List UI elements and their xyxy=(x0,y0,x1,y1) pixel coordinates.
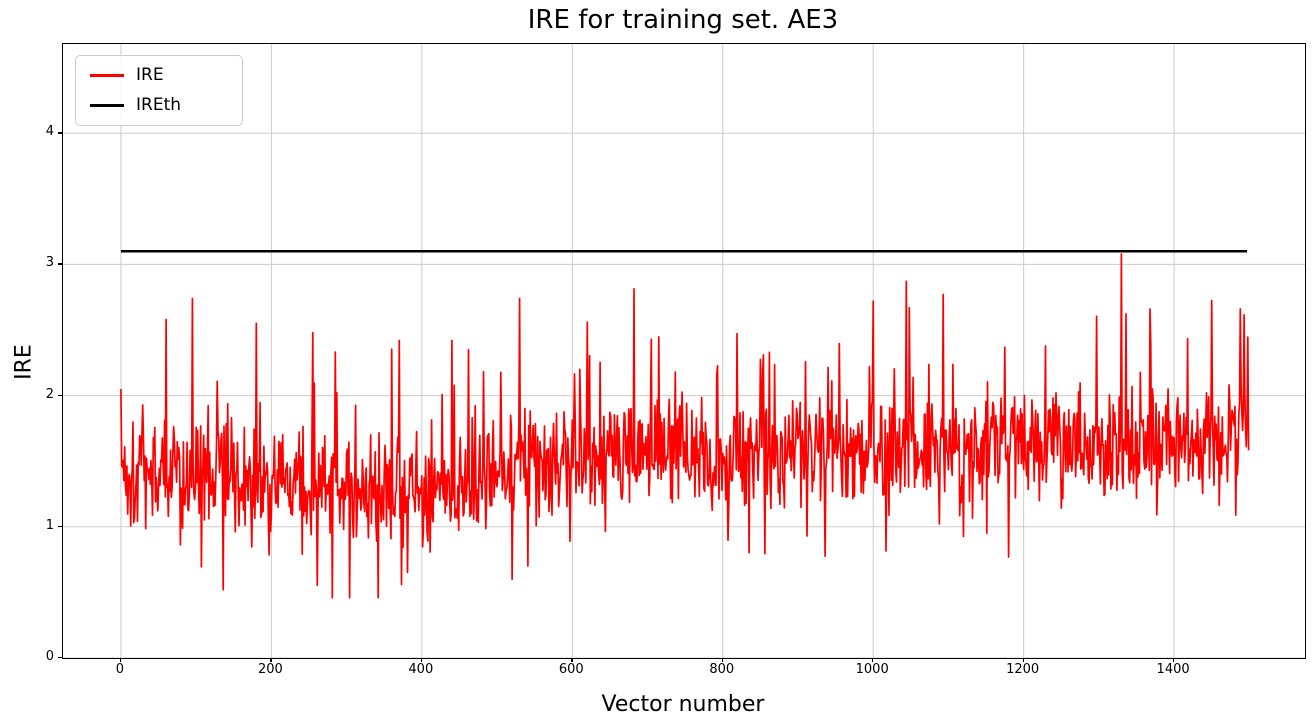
x-tick-label: 800 xyxy=(709,662,735,677)
y-tick-mark xyxy=(58,132,62,134)
y-tick-label: 4 xyxy=(45,124,54,140)
y-axis-label: IRE xyxy=(11,344,37,380)
y-tick-label: 3 xyxy=(45,255,54,271)
ire-line-swatch xyxy=(90,74,124,77)
x-tick-label: 1400 xyxy=(1156,662,1190,677)
legend: IRE IREth xyxy=(75,55,243,126)
x-tick-label: 200 xyxy=(257,662,283,677)
y-tick-label: 1 xyxy=(45,517,54,533)
plot-canvas xyxy=(63,44,1305,658)
x-tick-mark xyxy=(1173,658,1175,662)
x-tick-label: 0 xyxy=(115,662,125,677)
x-tick-mark xyxy=(872,658,874,662)
y-tick-mark xyxy=(58,263,62,265)
y-tick-mark xyxy=(58,394,62,396)
x-tick-label: 600 xyxy=(558,662,584,677)
legend-item-ire: IRE xyxy=(90,67,228,84)
x-tick-mark xyxy=(420,658,423,662)
y-tick-mark xyxy=(58,657,62,659)
ireth-line-swatch xyxy=(90,104,124,107)
x-tick-label: 1000 xyxy=(855,662,889,677)
chart-title: IRE for training set. AE3 xyxy=(527,5,839,35)
x-tick-mark xyxy=(270,658,272,662)
y-tick-label: 0 xyxy=(45,649,54,664)
x-tick-mark xyxy=(119,658,122,662)
x-tick-label: 1200 xyxy=(1006,662,1040,677)
y-tick-label: 2 xyxy=(45,386,54,402)
legend-label-ire: IRE xyxy=(136,65,164,85)
y-tick-mark xyxy=(58,525,62,528)
legend-item-ireth: IREth xyxy=(90,97,228,114)
legend-label-ireth: IREth xyxy=(136,95,182,115)
x-tick-mark xyxy=(571,658,573,662)
x-tick-mark xyxy=(1022,658,1024,662)
x-tick-label: 400 xyxy=(408,662,434,677)
ire-series-line xyxy=(120,253,1250,599)
x-axis-label: Vector number xyxy=(601,692,765,717)
x-tick-mark xyxy=(721,658,724,662)
plot-area: IRE IREth xyxy=(62,43,1306,659)
